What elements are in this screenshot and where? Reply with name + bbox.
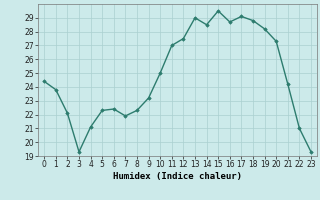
X-axis label: Humidex (Indice chaleur): Humidex (Indice chaleur) bbox=[113, 172, 242, 181]
